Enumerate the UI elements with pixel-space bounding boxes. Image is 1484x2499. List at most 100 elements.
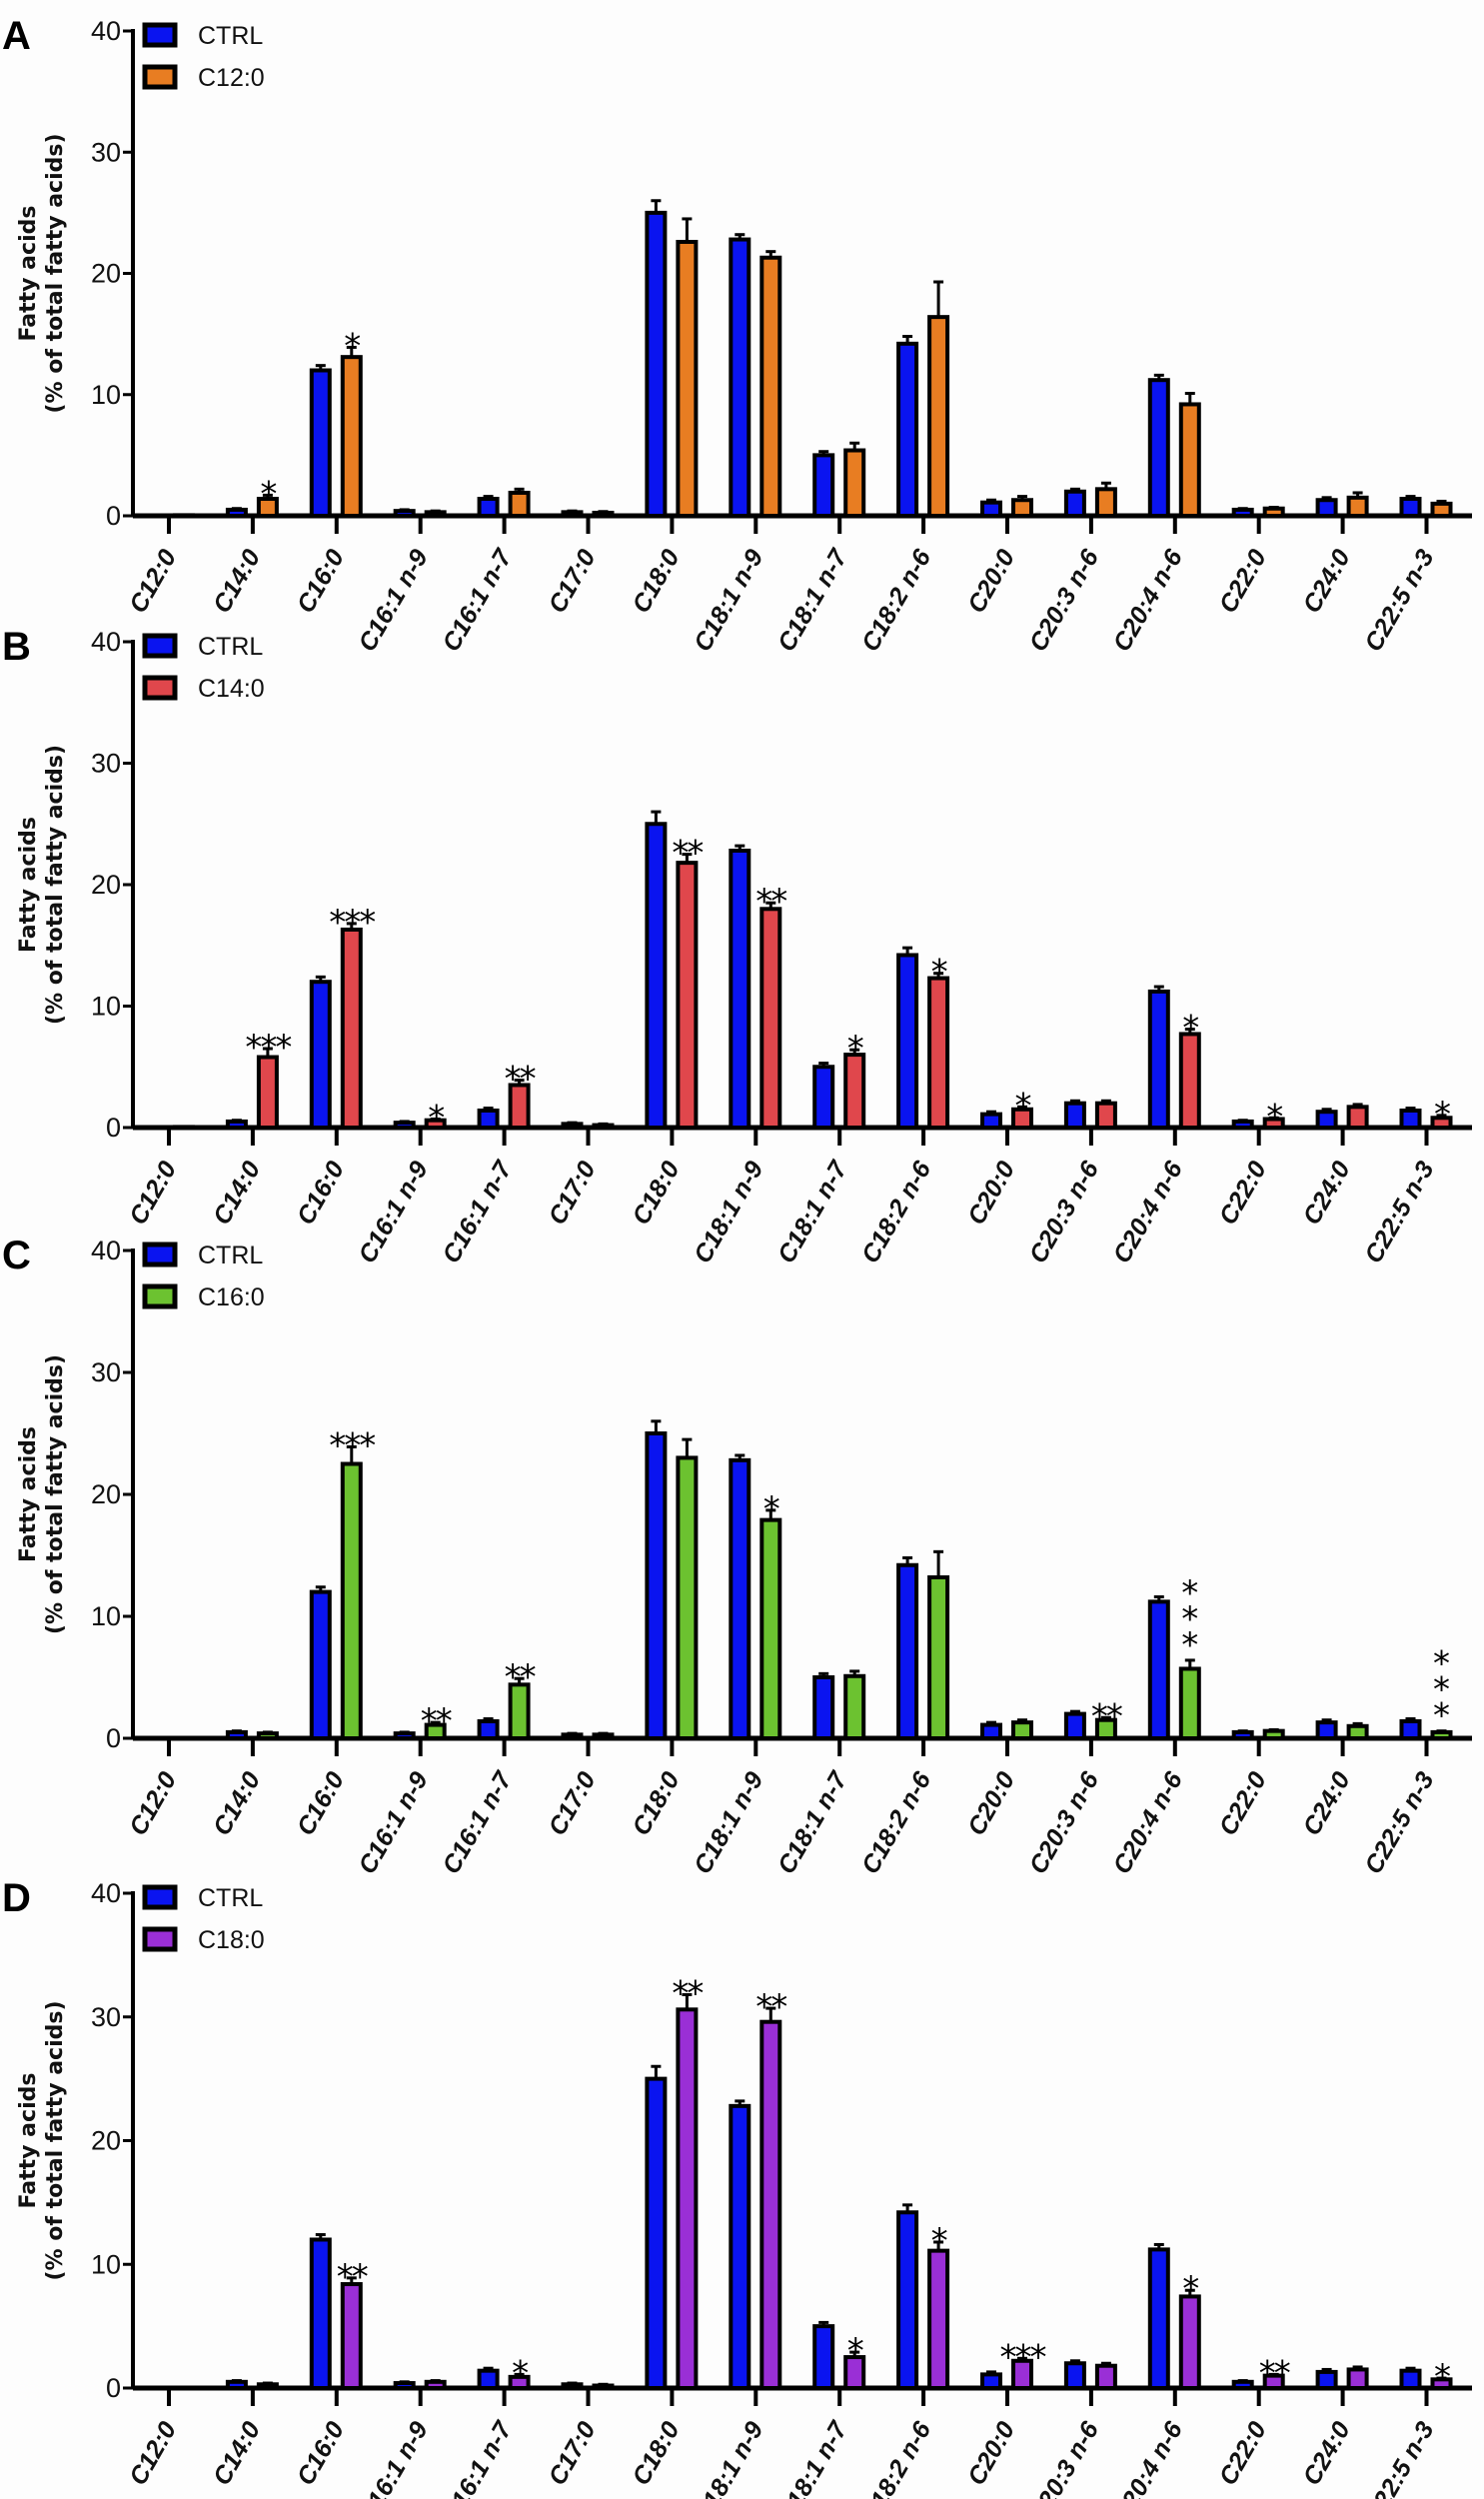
y-axis-label-line1: Fatty acids bbox=[16, 2073, 41, 2209]
panel-label: D bbox=[2, 1876, 31, 1920]
bar-ctrl-12 bbox=[1147, 989, 1170, 1130]
x-tick-label: C18:1 n-7 bbox=[772, 1156, 853, 1267]
y-axis-label: Fatty acids (% of total fatty acids) bbox=[16, 133, 68, 413]
bar-ctrl-1 bbox=[225, 507, 248, 518]
significance-marker: *** bbox=[1181, 1573, 1198, 1665]
legend-label: C18:0 bbox=[198, 1926, 265, 1954]
significance-marker: * bbox=[428, 1098, 444, 1138]
y-tick-label: 10 bbox=[91, 992, 121, 1022]
x-tick-label: C22:0 bbox=[1214, 1157, 1272, 1230]
significance-marker: ** bbox=[672, 1973, 703, 2013]
bar-ctrl-7 bbox=[729, 1457, 751, 1740]
x-tick-label: C14:0 bbox=[208, 545, 266, 618]
x-tick-label: C20:4 n-6 bbox=[1107, 544, 1188, 656]
x-tick-label: C14:0 bbox=[208, 1157, 266, 1230]
bar-ctrl-1 bbox=[225, 1729, 248, 1741]
bar-c140-5 bbox=[592, 1123, 615, 1130]
bar-c180-3 bbox=[424, 2379, 447, 2390]
significance-marker: * bbox=[344, 326, 360, 366]
x-tick-label: C16:0 bbox=[292, 545, 350, 618]
y-axis-label-line2: (% of total fatty acids) bbox=[43, 2000, 68, 2280]
legend-label: CTRL bbox=[198, 22, 263, 50]
bar-ctrl-12 bbox=[1147, 1599, 1170, 1740]
bar-ctrl-15 bbox=[1399, 2368, 1422, 2391]
significance-marker: * bbox=[512, 2353, 528, 2393]
significance-marker: *** bbox=[245, 1028, 291, 1068]
bar-ctrl-14 bbox=[1315, 498, 1338, 518]
y-axis-label-line2: (% of total fatty acids) bbox=[43, 133, 68, 413]
bar-ctrl-8 bbox=[812, 1675, 835, 1740]
bar-c160-12 bbox=[1178, 1666, 1201, 1740]
bar-ctrl-13 bbox=[1231, 507, 1254, 518]
bar-ctrl-14 bbox=[1315, 1110, 1338, 1130]
bar-c120-13 bbox=[1262, 506, 1285, 519]
x-tick-label: C12:0 bbox=[124, 1767, 182, 1840]
significance-marker: * bbox=[1434, 1095, 1450, 1135]
x-tick-label: C16:0 bbox=[292, 1157, 350, 1230]
y-axis-label: Fatty acids (% of total fatty acids) bbox=[16, 2000, 68, 2280]
y-tick-label: 0 bbox=[106, 1113, 121, 1143]
significance-marker: * bbox=[847, 1029, 863, 1069]
x-tick-label: C18:2 n-6 bbox=[856, 1156, 937, 1267]
bar-ctrl-15 bbox=[1399, 1718, 1422, 1741]
y-tick-label: 20 bbox=[91, 259, 121, 289]
bar-c140-1 bbox=[256, 1055, 279, 1131]
bar-ctrl-7 bbox=[729, 848, 751, 1130]
significance-marker: ** bbox=[337, 2257, 368, 2297]
bar-ctrl-9 bbox=[896, 2210, 919, 2390]
panel-c: C Fatty acids (% of total fatty acids) 0 10 2… bbox=[2, 1234, 1472, 1878]
bar-ctrl-4 bbox=[477, 2368, 500, 2391]
bar-c120-15 bbox=[1430, 501, 1453, 518]
bar-c180-6 bbox=[676, 2007, 699, 2390]
bar-c160-1 bbox=[256, 1731, 279, 1740]
x-tick-label: C18:1 n-9 bbox=[689, 545, 769, 657]
bar-c120-14 bbox=[1346, 495, 1369, 518]
significance-marker: * bbox=[847, 2331, 863, 2371]
y-tick-label: 10 bbox=[91, 1601, 121, 1631]
bar-ctrl-3 bbox=[393, 1731, 416, 1740]
bar-ctrl-4 bbox=[477, 497, 500, 518]
x-tick-label: C20:0 bbox=[962, 1767, 1020, 1840]
significance-marker: ** bbox=[1259, 2353, 1290, 2393]
bar-c140-2 bbox=[340, 927, 363, 1131]
x-tick-label: C18:0 bbox=[627, 1767, 685, 1840]
bar-ctrl-11 bbox=[1063, 1101, 1086, 1130]
significance-marker: * bbox=[260, 474, 276, 514]
x-tick-label: C20:0 bbox=[962, 545, 1020, 618]
bar-ctrl-8 bbox=[812, 2324, 835, 2390]
significance-marker: * bbox=[763, 1489, 779, 1529]
x-tick-label: C22:5 n-3 bbox=[1359, 2417, 1440, 2499]
bar-ctrl-7 bbox=[729, 2103, 751, 2391]
x-tick-label: C16:0 bbox=[292, 2417, 350, 2490]
bar-c160-2 bbox=[340, 1461, 363, 1740]
bar-c120-0 bbox=[173, 513, 195, 518]
bar-c180-11 bbox=[1094, 2363, 1117, 2391]
x-tick-label: C18:0 bbox=[627, 545, 685, 618]
y-axis-label-line2: (% of total fatty acids) bbox=[43, 745, 68, 1025]
bar-ctrl-0 bbox=[142, 513, 164, 518]
x-tick-label: C17:0 bbox=[543, 545, 601, 618]
bar-ctrl-3 bbox=[393, 509, 416, 518]
y-tick-label: 30 bbox=[91, 1357, 121, 1387]
bar-ctrl-2 bbox=[309, 980, 332, 1131]
x-tick-label: C20:4 n-6 bbox=[1107, 2416, 1188, 2499]
bar-c180-0 bbox=[173, 2385, 195, 2390]
bar-c120-10 bbox=[1011, 498, 1033, 518]
x-tick-label: C14:0 bbox=[208, 1767, 266, 1840]
panel-label: A bbox=[2, 14, 31, 58]
y-tick-label: 0 bbox=[106, 2373, 121, 2403]
bar-ctrl-2 bbox=[309, 2237, 332, 2390]
bar-c120-11 bbox=[1094, 487, 1117, 519]
bar-c120-6 bbox=[676, 239, 699, 518]
x-tick-label: C20:4 n-6 bbox=[1107, 1766, 1188, 1878]
legend-label: CTRL bbox=[198, 1242, 263, 1269]
x-tick-label: C22:5 n-3 bbox=[1359, 1767, 1440, 1879]
x-tick-label: C18:1 n-9 bbox=[689, 2417, 769, 2499]
significance-star: * bbox=[1433, 1644, 1450, 1684]
x-tick-label: C18:0 bbox=[627, 2417, 685, 2490]
bar-c120-12 bbox=[1178, 402, 1201, 519]
bar-ctrl-5 bbox=[561, 1122, 584, 1130]
bar-ctrl-11 bbox=[1063, 2361, 1086, 2390]
y-tick-label: 20 bbox=[91, 1479, 121, 1509]
